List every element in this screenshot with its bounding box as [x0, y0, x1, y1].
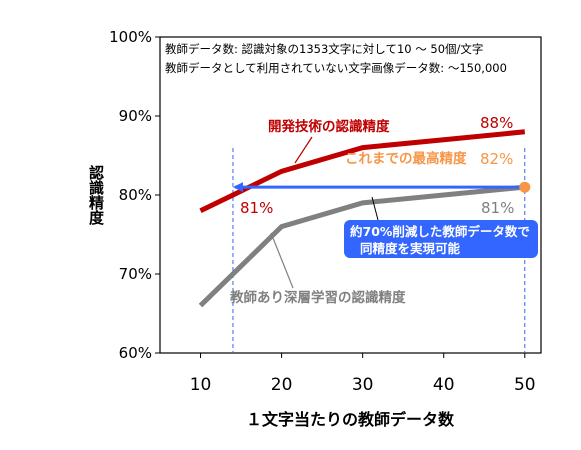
series-label-developed: 開発技術の認識精度 [268, 118, 390, 135]
y-tick-label: 80% [119, 186, 152, 204]
x-tick-label: 20 [271, 375, 293, 395]
callout-box: 約70%削減した教師データ数で 同精度を実現可能 [344, 220, 538, 258]
note-line-2: 教師データとして利用されていない文字画像データ数: 〜150,000 [165, 61, 507, 75]
series-label-supervised-pointer [270, 232, 294, 289]
callout-line-2: 同精度を実現可能 [360, 241, 461, 256]
y-tick-label: 100% [109, 28, 152, 46]
series-label-developed-pointer [294, 136, 313, 164]
y-tick-label: 60% [119, 344, 152, 362]
series-label-supervised: 教師あり深層学習の認識精度 [230, 289, 406, 306]
developed-end-value: 88% [480, 114, 513, 132]
y-tick-label: 90% [119, 107, 152, 125]
x-axis-label: １文字当たりの教師データ数 [246, 410, 455, 429]
y-tick-label: 70% [119, 265, 152, 283]
x-tick-label: 30 [352, 375, 374, 395]
previous-best-point [519, 181, 531, 193]
y-axis-label: 認識精度 [87, 164, 105, 226]
x-tick-label: 50 [514, 375, 536, 395]
series-line-supervised [198, 184, 526, 308]
callout-line-1: 約70%削減した教師データ数で [350, 224, 530, 239]
previous-best-label: これまでの最高精度 [345, 150, 467, 167]
x-tick-label: 10 [190, 375, 212, 395]
previous-best-value: 82% [480, 150, 513, 168]
callout-pointer [371, 196, 379, 221]
plot-area [159, 36, 542, 354]
note-line-1: 教師データ数: 認識対象の1353文字に対して10 〜 50個/文字 [165, 42, 483, 56]
x-tick-label: 40 [433, 375, 455, 395]
series-line-developed [199, 129, 526, 214]
supervised-end-value: 81% [481, 199, 514, 217]
developed-start-value: 81% [240, 199, 273, 217]
